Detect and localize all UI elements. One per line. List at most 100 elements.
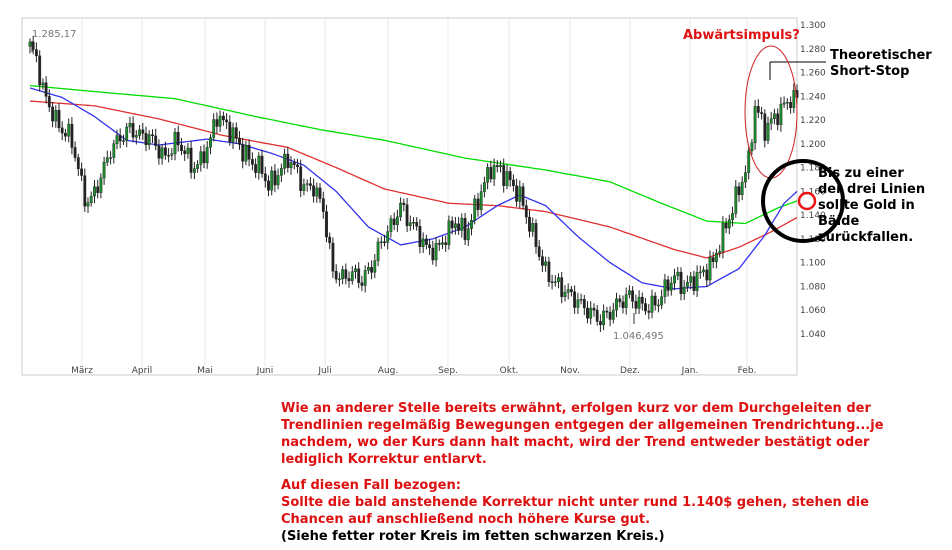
candle-body [647, 310, 651, 313]
candle-body [170, 153, 174, 156]
candle-body [273, 170, 277, 186]
candle-body [698, 271, 702, 274]
candle-body [753, 106, 757, 144]
candle-body [669, 282, 673, 291]
candle-body [86, 202, 90, 207]
candle-body [708, 257, 712, 281]
candle-body [782, 102, 786, 105]
y-tick-label: 1.220 [800, 116, 826, 126]
candle-body [505, 171, 509, 186]
candlesticks [28, 35, 799, 332]
candle-body [128, 123, 132, 128]
y-tick-label: 1.240 [800, 92, 826, 102]
candle-body [334, 271, 338, 280]
moving-average-line [29, 87, 798, 290]
candle-body [457, 223, 460, 231]
candle-body [544, 261, 548, 266]
candle-body [379, 241, 383, 244]
candle-body [299, 166, 303, 192]
candle-body [328, 236, 332, 244]
candle-body [437, 242, 441, 245]
x-tick-label: Juli [317, 366, 331, 376]
target-label-line2: der drei Linien [818, 182, 926, 197]
candle-body [354, 268, 357, 272]
candle-body [576, 299, 580, 308]
candle-body [376, 241, 380, 261]
candle-body [54, 110, 58, 122]
candle-body [347, 278, 351, 282]
candle-body [599, 321, 602, 325]
candle-body [99, 177, 103, 193]
candle-body [131, 123, 135, 138]
candle-body [589, 307, 593, 319]
candle-body [402, 202, 406, 205]
y-tick-label: 1.040 [800, 330, 826, 340]
candle-body [476, 198, 480, 210]
candle-body [105, 157, 109, 163]
candle-body [444, 242, 448, 245]
candle-body [650, 295, 654, 313]
candle-body [176, 131, 180, 146]
candle-body [760, 112, 764, 114]
candle-body [160, 147, 164, 159]
candle-body [689, 276, 693, 283]
candle-body [360, 282, 364, 286]
candle-body [263, 173, 267, 182]
candle-body [495, 165, 499, 167]
candle-body [167, 154, 170, 157]
candle-body [370, 267, 373, 273]
candle-body [173, 131, 177, 155]
candle-body [151, 134, 154, 137]
target-label-line1: Bis zu einer [818, 166, 904, 181]
candle-body [611, 309, 615, 320]
candle-body [276, 175, 280, 186]
candle-body [518, 186, 522, 202]
candle-body [296, 164, 299, 167]
stop-label-line1: Theoretischer [830, 48, 932, 63]
candle-body [727, 219, 731, 229]
candle-body [399, 202, 402, 218]
comment-p2-line2: Sollte die bald anstehende Korrektur nic… [281, 495, 869, 510]
y-tick-label: 1.180 [800, 164, 826, 174]
candle-body [225, 119, 228, 123]
candle-body [396, 216, 399, 225]
candle-body [679, 271, 683, 294]
comment-p1-line1: Wie an anderer Stelle bereits erwähnt, e… [281, 401, 871, 416]
candle-body [592, 307, 596, 311]
candle-body [756, 106, 760, 113]
x-tick-label: Jan. [681, 366, 699, 376]
candle-body [734, 186, 738, 214]
target-label-line3: sollte Gold in [818, 198, 915, 213]
candle-body [209, 137, 212, 148]
candle-body [547, 261, 551, 282]
candle-body [73, 147, 77, 158]
candle-body [125, 126, 129, 141]
candle-body [466, 228, 470, 241]
candle-body [483, 182, 486, 192]
candle-body [338, 278, 341, 281]
candle-body [515, 185, 519, 202]
candle-body [605, 310, 609, 313]
candle-body [305, 183, 309, 185]
candle-body [154, 135, 158, 146]
candle-body [415, 221, 419, 227]
candle-body [773, 113, 776, 119]
candle-body [325, 211, 328, 238]
candle-body [286, 153, 290, 169]
candle-body [560, 277, 564, 298]
candle-body [779, 103, 783, 125]
y-tick-label: 1.060 [800, 306, 826, 316]
candle-body [499, 165, 502, 167]
candle-body [586, 307, 589, 319]
candle-body [367, 267, 370, 271]
candle-body [254, 164, 257, 173]
stop-label-line2: Short-Stop [830, 64, 910, 79]
x-tick-label: Feb. [738, 366, 757, 376]
candle-body [47, 96, 51, 108]
x-tick-label: Nov. [560, 366, 580, 376]
candle-body [163, 147, 167, 156]
candle-body [615, 298, 618, 311]
candle-body [215, 119, 219, 127]
candle-body [682, 286, 686, 294]
comment-p2-line1: Auf diesen Fall bezogen: [281, 478, 461, 493]
